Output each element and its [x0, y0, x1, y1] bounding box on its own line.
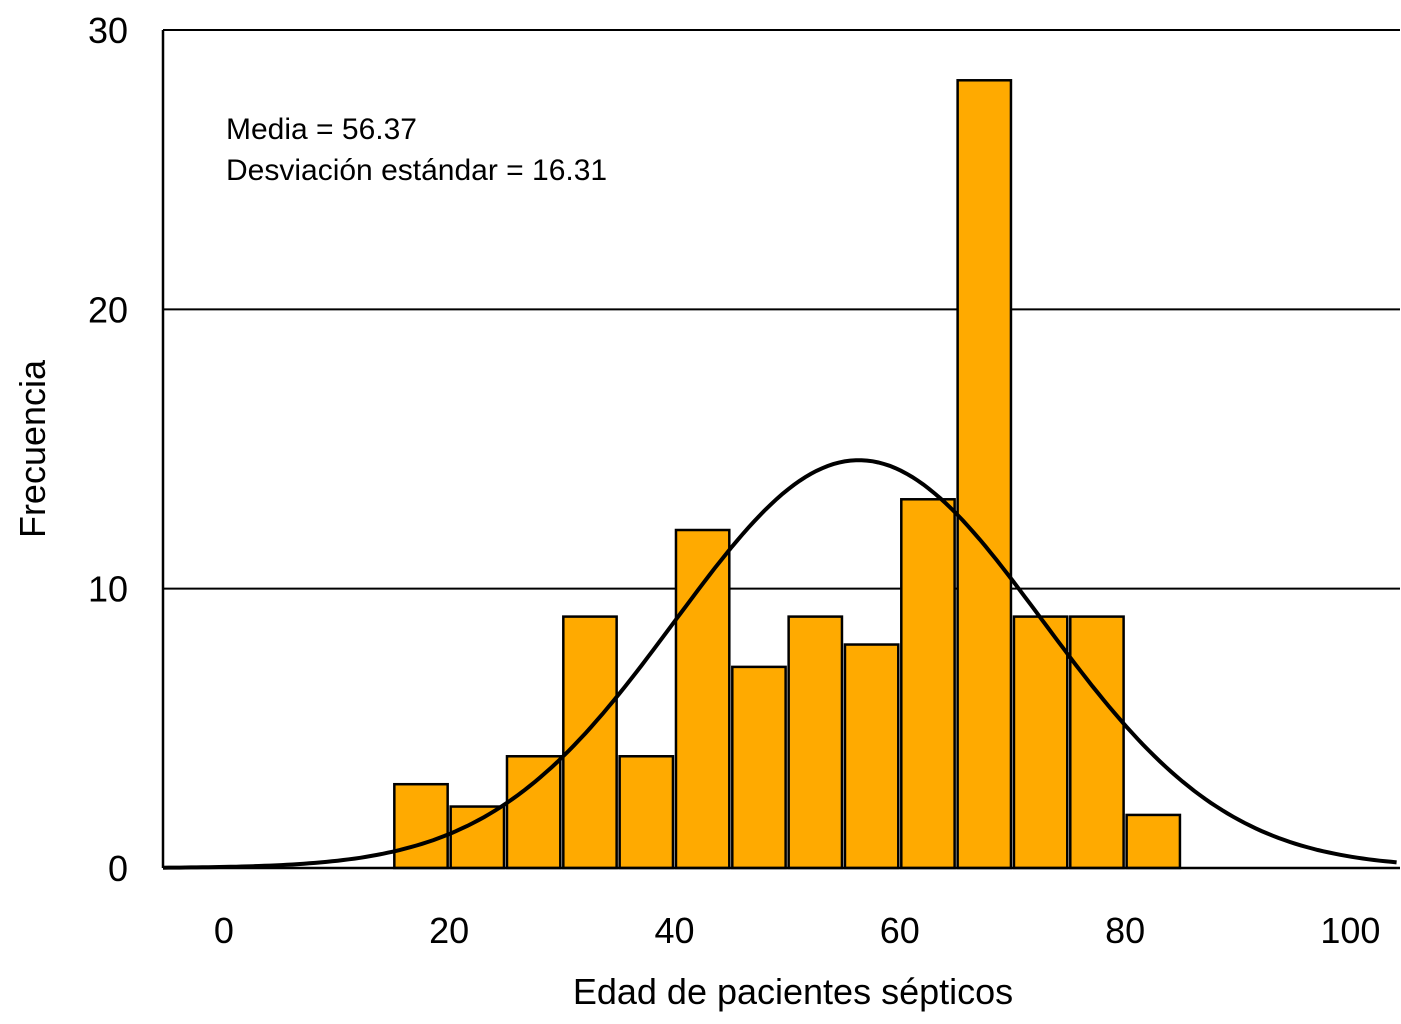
- annotation-mean: Media = 56.37: [226, 113, 417, 146]
- annotation-sd: Desviación estándar = 16.31: [226, 154, 607, 187]
- bar-60-65: [900, 498, 956, 870]
- x-tick-40: 40: [654, 910, 694, 951]
- bar-25-30: [505, 755, 562, 870]
- x-tick-60: 60: [880, 910, 920, 951]
- y-tick-20: 20: [88, 289, 128, 330]
- x-axis-label: Edad de pacientes sépticos: [573, 971, 1013, 1012]
- y-tick-30: 30: [88, 10, 128, 51]
- bar-35-40: [618, 755, 675, 870]
- gridlines: [163, 29, 1400, 590]
- bar-30-35: [562, 615, 618, 870]
- x-tick-100: 100: [1320, 910, 1380, 951]
- axes: [161, 30, 1400, 870]
- y-tick-10: 10: [88, 569, 128, 610]
- x-tick-labels: 0 20 40 60 80 100: [214, 910, 1381, 951]
- x-tick-0: 0: [214, 910, 234, 951]
- bar-80-85: [1125, 813, 1182, 870]
- bar-55-60: [843, 643, 900, 870]
- y-tick-labels: 0 10 20 30: [88, 10, 128, 889]
- y-axis-label: Frecuencia: [12, 359, 53, 538]
- bars: [393, 79, 1182, 870]
- bar-70-75: [1012, 615, 1069, 870]
- x-tick-20: 20: [429, 910, 469, 951]
- bar-75-80: [1069, 615, 1125, 870]
- bar-20-25: [449, 805, 506, 870]
- bar-45-50: [731, 665, 787, 870]
- bar-65-70: [956, 79, 1013, 870]
- y-tick-0: 0: [108, 848, 128, 889]
- x-tick-80: 80: [1105, 910, 1145, 951]
- normal-curve: [162, 458, 1397, 870]
- bar-15-20: [393, 782, 449, 870]
- bar-50-55: [787, 615, 844, 870]
